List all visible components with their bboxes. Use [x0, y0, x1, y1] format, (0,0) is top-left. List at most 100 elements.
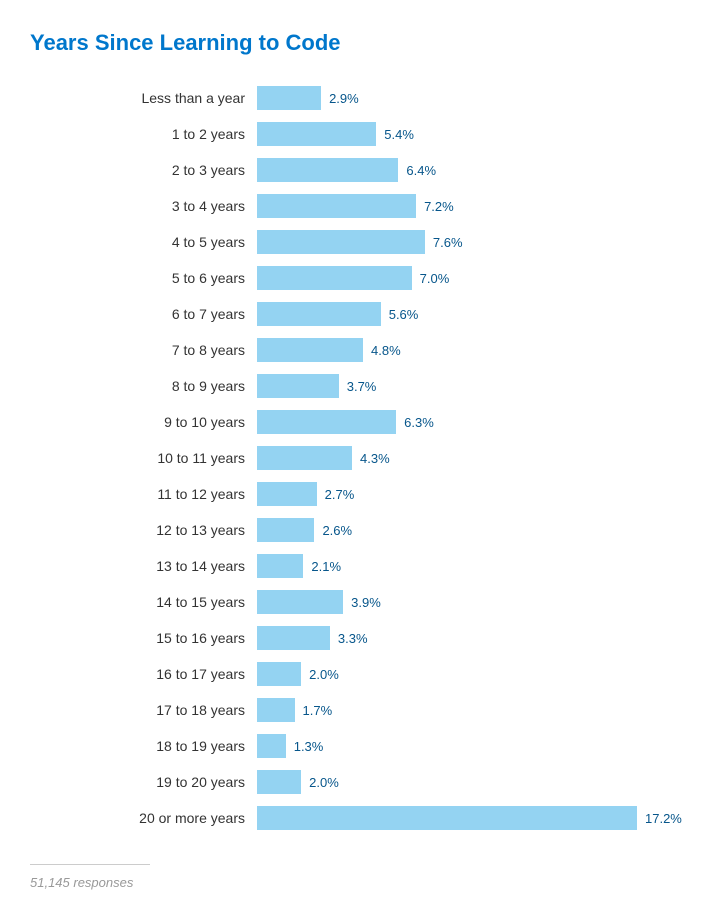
bar-value: 7.6% [433, 235, 463, 250]
bar-track: 5.4% [257, 122, 673, 146]
bar-track: 3.7% [257, 374, 673, 398]
bar [257, 410, 396, 434]
bar-value: 7.2% [424, 199, 454, 214]
bar-track: 2.1% [257, 554, 673, 578]
bar-value: 2.7% [325, 487, 355, 502]
bar-value: 5.6% [389, 307, 419, 322]
chart-row: 6 to 7 years 5.6% [30, 302, 673, 326]
row-label: 3 to 4 years [30, 198, 257, 214]
bar [257, 770, 301, 794]
bar [257, 734, 286, 758]
chart-row: 5 to 6 years 7.0% [30, 266, 673, 290]
bar-chart: Less than a year 2.9% 1 to 2 years5.4% 2 to… [30, 86, 673, 830]
bar-value: 2.6% [322, 523, 352, 538]
bar [257, 158, 398, 182]
bar-value: 3.9% [351, 595, 381, 610]
row-label: 11 to 12 years [30, 486, 257, 502]
chart-row: 7 to 8 years4.8% [30, 338, 673, 362]
chart-title: Years Since Learning to Code [30, 30, 673, 56]
bar [257, 626, 330, 650]
row-label: 6 to 7 years [30, 306, 257, 322]
bar [257, 590, 343, 614]
bar [257, 554, 303, 578]
chart-footer: 51,145 responses [30, 854, 150, 890]
chart-row: 16 to 17 years 2.0% [30, 662, 673, 686]
row-label: 14 to 15 years [30, 594, 257, 610]
chart-row: 18 to 19 years 1.3% [30, 734, 673, 758]
responses-count: 51,145 responses [30, 875, 150, 890]
row-label: 20 or more years [30, 810, 257, 826]
row-label: 18 to 19 years [30, 738, 257, 754]
bar-track: 4.8% [257, 338, 673, 362]
bar-track: 1.7% [257, 698, 673, 722]
bar [257, 230, 425, 254]
bar-track: 2.6% [257, 518, 673, 542]
bar-track: 5.6% [257, 302, 673, 326]
row-label: 13 to 14 years [30, 558, 257, 574]
bar-value: 2.9% [329, 91, 359, 106]
bar-value: 5.4% [384, 127, 414, 142]
bar-track: 3.3% [257, 626, 673, 650]
row-label: 9 to 10 years [30, 414, 257, 430]
chart-row: 19 to 20 years2.0% [30, 770, 673, 794]
bar-track: 3.9% [257, 590, 673, 614]
row-label: 16 to 17 years [30, 666, 257, 682]
bar-value: 1.7% [303, 703, 333, 718]
bar [257, 266, 412, 290]
chart-row: 1 to 2 years5.4% [30, 122, 673, 146]
bar-value: 1.3% [294, 739, 324, 754]
bar [257, 446, 352, 470]
row-label: 12 to 13 years [30, 522, 257, 538]
chart-row: 15 to 16 years 3.3% [30, 626, 673, 650]
bar-track: 7.2% [257, 194, 673, 218]
row-label: 4 to 5 years [30, 234, 257, 250]
bar-track: 17.2% [257, 806, 682, 830]
row-label: 15 to 16 years [30, 630, 257, 646]
chart-row: 9 to 10 years 6.3% [30, 410, 673, 434]
bar-value: 3.7% [347, 379, 377, 394]
bar-value: 2.0% [309, 667, 339, 682]
bar [257, 374, 339, 398]
bar-value: 3.3% [338, 631, 368, 646]
bar-value: 4.3% [360, 451, 390, 466]
bar [257, 482, 317, 506]
row-label: 10 to 11 years [30, 450, 257, 466]
bar-track: 2.0% [257, 770, 673, 794]
bar [257, 302, 381, 326]
chart-row: 12 to 13 years 2.6% [30, 518, 673, 542]
bar [257, 86, 321, 110]
row-label: 7 to 8 years [30, 342, 257, 358]
bar-value: 2.1% [311, 559, 341, 574]
bar [257, 122, 376, 146]
chart-row: Less than a year 2.9% [30, 86, 673, 110]
bar-track: 2.0% [257, 662, 673, 686]
row-label: Less than a year [30, 90, 257, 106]
bar-track: 6.3% [257, 410, 673, 434]
chart-row: 13 to 14 years 2.1% [30, 554, 673, 578]
row-label: 2 to 3 years [30, 162, 257, 178]
bar-track: 2.7% [257, 482, 673, 506]
bar [257, 806, 637, 830]
row-label: 17 to 18 years [30, 702, 257, 718]
bar-value: 7.0% [420, 271, 450, 286]
footer-divider [30, 864, 150, 865]
row-label: 5 to 6 years [30, 270, 257, 286]
bar [257, 194, 416, 218]
bar [257, 698, 295, 722]
bar-track: 4.3% [257, 446, 673, 470]
chart-row: 17 to 18 years 1.7% [30, 698, 673, 722]
bar-track: 7.0% [257, 266, 673, 290]
bar [257, 662, 301, 686]
bar-track: 6.4% [257, 158, 673, 182]
bar-track: 2.9% [257, 86, 673, 110]
chart-row: 2 to 3 years6.4% [30, 158, 673, 182]
bar-value: 2.0% [309, 775, 339, 790]
chart-row: 3 to 4 years 7.2% [30, 194, 673, 218]
bar-track: 1.3% [257, 734, 673, 758]
bar-value: 6.3% [404, 415, 434, 430]
bar-track: 7.6% [257, 230, 673, 254]
bar [257, 338, 363, 362]
chart-row: 8 to 9 years3.7% [30, 374, 673, 398]
chart-row: 14 to 15 years 3.9% [30, 590, 673, 614]
chart-row: 11 to 12 years 2.7% [30, 482, 673, 506]
